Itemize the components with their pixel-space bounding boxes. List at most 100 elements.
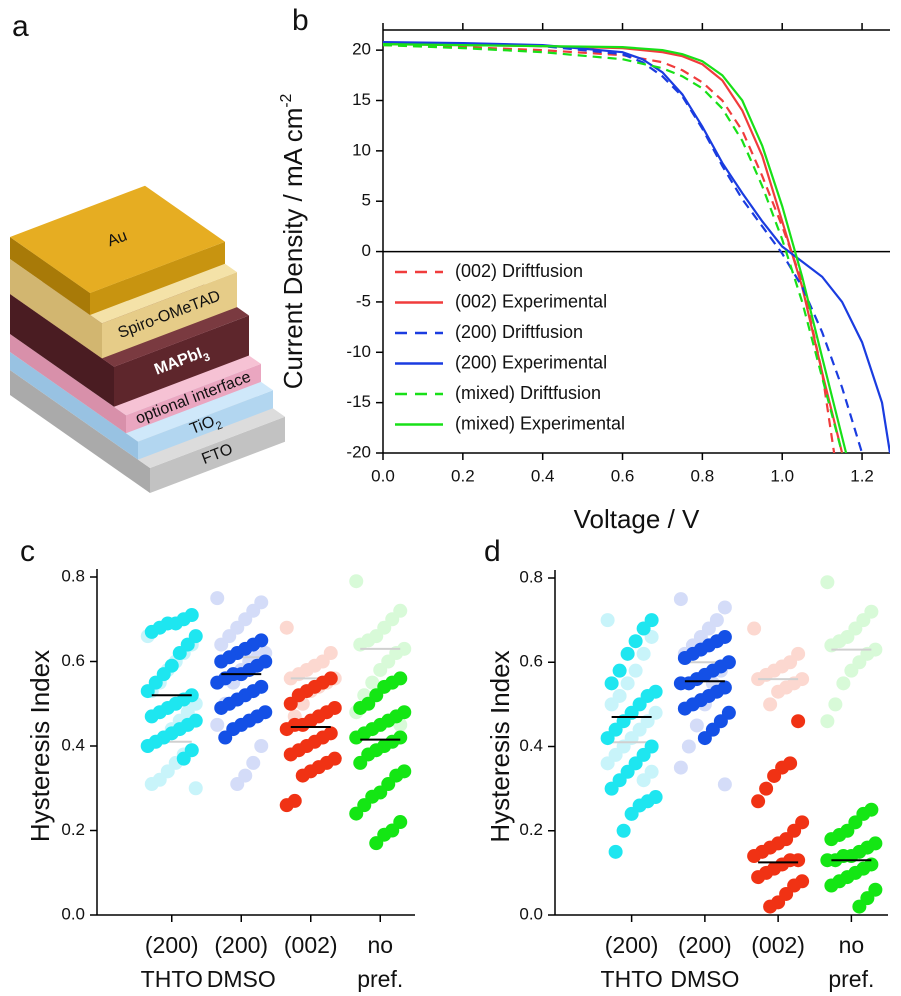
point <box>717 600 732 615</box>
point <box>144 624 159 639</box>
layer-top-face <box>10 185 225 293</box>
x-tick-label: (200) <box>214 932 268 958</box>
point <box>747 849 762 864</box>
panel-label: b <box>292 4 309 37</box>
layer-name: Au <box>105 228 129 251</box>
x-tick-label: pref. <box>828 966 874 992</box>
point <box>604 676 619 691</box>
layer-left-face <box>10 237 90 315</box>
y-tick-label: -5 <box>356 291 371 310</box>
point <box>210 675 225 690</box>
layer-front-face <box>138 390 273 460</box>
point <box>373 662 388 677</box>
point <box>689 718 704 733</box>
point <box>673 676 688 691</box>
curve <box>383 43 848 453</box>
y-tick-label: 0.4 <box>61 735 85 754</box>
y-axis-title: Current Density / mA cm-2 <box>278 94 308 390</box>
x-tick-label: THTO <box>601 966 663 992</box>
point <box>636 646 651 661</box>
point <box>214 700 229 715</box>
layer-front-face <box>90 241 225 315</box>
point <box>820 714 835 729</box>
x-axis-title: Voltage / V <box>574 504 700 534</box>
y-tick-label: -10 <box>346 342 371 361</box>
legend-label: (mixed) Experimental <box>455 413 625 433</box>
y-tick-label: 20 <box>352 40 371 59</box>
y-tick-label: 0.8 <box>519 567 543 586</box>
point <box>673 760 688 775</box>
curve <box>383 43 844 453</box>
point <box>836 676 851 691</box>
layer-front-face <box>126 363 261 434</box>
point <box>254 739 269 753</box>
point <box>681 739 696 754</box>
y-tick-label: -20 <box>346 442 371 461</box>
layer-left-face <box>10 294 114 407</box>
y-tick-label: 0.0 <box>519 904 543 923</box>
curve <box>383 41 864 453</box>
y-axis-title-sup: -2 <box>278 94 295 108</box>
point <box>791 714 806 729</box>
point <box>759 781 774 796</box>
point <box>751 794 766 809</box>
point <box>824 832 839 847</box>
point <box>828 697 843 712</box>
point <box>176 751 191 766</box>
y-tick-label: 0.6 <box>519 652 543 671</box>
point <box>673 592 688 607</box>
point <box>763 697 778 712</box>
y-tick-label: -15 <box>346 392 371 411</box>
point <box>349 806 364 821</box>
layer-left-face <box>10 334 126 434</box>
point <box>844 663 859 678</box>
y-tick-label: 0 <box>362 241 371 260</box>
layer-left-face <box>10 352 138 460</box>
point <box>624 806 639 821</box>
legend-label: (200) Experimental <box>455 352 607 372</box>
x-tick-label: 0.0 <box>371 466 395 485</box>
point <box>283 696 298 711</box>
point <box>717 777 732 792</box>
x-tick-label: no <box>839 932 865 958</box>
x-tick-label: DMSO <box>670 966 739 992</box>
point <box>763 899 778 914</box>
x-tick-label: (200) <box>678 932 732 958</box>
point <box>620 676 635 691</box>
point <box>210 591 225 606</box>
x-tick-label: THTO <box>141 966 203 992</box>
point <box>210 717 225 732</box>
x-tick-label: 0.8 <box>691 466 715 485</box>
point <box>751 870 766 885</box>
point <box>283 747 298 762</box>
point <box>172 646 187 661</box>
x-tick-label: DMSO <box>207 966 276 992</box>
layer-front-face <box>102 272 237 359</box>
point <box>677 701 692 716</box>
point <box>612 663 627 678</box>
point <box>214 637 229 652</box>
layer-left-face <box>10 370 150 493</box>
point <box>218 730 233 745</box>
point <box>600 731 615 746</box>
point <box>188 781 203 796</box>
point <box>349 574 364 589</box>
point <box>608 844 623 859</box>
point <box>747 621 762 636</box>
point <box>365 675 380 690</box>
y-tick-label: 0.0 <box>61 904 85 923</box>
point <box>140 684 155 699</box>
x-tick-label: pref. <box>357 966 403 992</box>
panel-label: a <box>12 10 29 43</box>
x-tick-label: 1.0 <box>770 466 794 485</box>
point <box>600 756 615 771</box>
y-tick-label: 0.6 <box>61 651 85 670</box>
point <box>295 768 310 783</box>
panel-label: d <box>484 535 501 568</box>
curve <box>383 40 890 453</box>
point <box>144 777 159 792</box>
point <box>246 755 261 770</box>
point <box>144 709 159 724</box>
x-tick-label: 0.2 <box>451 466 475 485</box>
